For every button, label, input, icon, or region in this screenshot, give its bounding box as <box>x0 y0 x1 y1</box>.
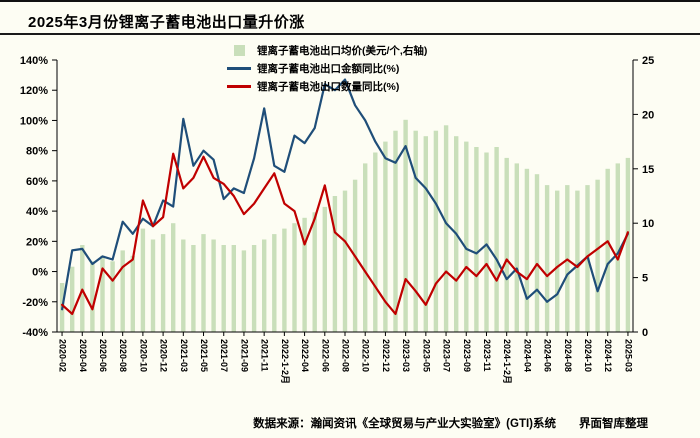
legend-label-export-value-yoy: 锂离子蓄电池出口金额同比(%) <box>257 63 400 75</box>
svg-text:0%: 0% <box>32 267 48 279</box>
data-source-note: 数据来源：瀚闻资讯《全球贸易与产业大实验室》(GTI)系统 界面智库整理 <box>253 418 648 430</box>
qty-line-swatch-icon <box>227 85 251 88</box>
svg-text:2022-04: 2022-04 <box>300 339 310 372</box>
chart-title: 2025年3月份锂离子蓄电池出口量升价涨 <box>28 14 305 31</box>
svg-text:2024-10: 2024-10 <box>583 339 593 372</box>
qty_yoy-line <box>60 152 630 315</box>
svg-text:2021-07: 2021-07 <box>219 339 229 372</box>
svg-text:2021-11: 2021-11 <box>260 339 270 372</box>
svg-text:2023-09: 2023-09 <box>462 339 472 372</box>
svg-text:10: 10 <box>642 218 654 230</box>
svg-text:15: 15 <box>642 164 654 176</box>
svg-text:60%: 60% <box>26 176 48 188</box>
legend-label-export-qty-yoy: 锂离子蓄电池出口数量同比(%) <box>257 81 400 93</box>
svg-text:2020-12: 2020-12 <box>159 339 169 372</box>
svg-text:2020-10: 2020-10 <box>138 339 148 372</box>
svg-text:-20%: -20% <box>22 297 48 309</box>
price-bar-swatch-icon <box>233 45 245 56</box>
svg-text:140%: 140% <box>20 55 48 67</box>
svg-text:80%: 80% <box>26 146 48 158</box>
x-axis-labels: 2020-02 2020-04 2020-06 2020-08 2020-10 2020-… <box>58 332 633 384</box>
title-divider <box>0 33 700 35</box>
svg-text:2023-07: 2023-07 <box>442 339 452 372</box>
svg-text:2020-04: 2020-04 <box>78 339 88 372</box>
legend-item-export-qty-yoy: 锂离子蓄电池出口数量同比(%) <box>226 79 427 94</box>
svg-text:2024-1-2月: 2024-1-2月 <box>502 339 512 384</box>
svg-text:100%: 100% <box>20 115 48 127</box>
svg-text:2020-02: 2020-02 <box>58 339 68 372</box>
svg-text:120%: 120% <box>20 85 48 97</box>
legend-item-export-value-yoy: 锂离子蓄电池出口金额同比(%) <box>226 61 427 76</box>
legend-marker-box <box>226 67 252 70</box>
svg-text:2024-06: 2024-06 <box>543 339 553 372</box>
svg-text:2023-11: 2023-11 <box>482 339 492 372</box>
svg-text:25: 25 <box>642 55 654 67</box>
svg-text:0: 0 <box>642 327 648 339</box>
svg-text:2024-12: 2024-12 <box>603 339 613 372</box>
chart-legend: 锂离子蓄电池出口均价(美元/个,右轴) 锂离子蓄电池出口金额同比(%) 锂离子蓄… <box>226 43 427 94</box>
svg-text:-40%: -40% <box>22 327 48 339</box>
legend-marker-box <box>226 85 252 88</box>
svg-text:2022-1-2月: 2022-1-2月 <box>280 339 290 384</box>
svg-text:2023-05: 2023-05 <box>421 339 431 372</box>
svg-text:20%: 20% <box>26 236 48 248</box>
legend-label-avg-price: 锂离子蓄电池出口均价(美元/个,右轴) <box>257 45 428 57</box>
svg-text:40%: 40% <box>26 206 48 218</box>
svg-text:2025-03: 2025-03 <box>623 339 633 372</box>
svg-text:2021-03: 2021-03 <box>179 339 189 372</box>
svg-text:20: 20 <box>642 109 654 121</box>
legend-marker-box <box>226 45 252 56</box>
svg-text:2024-08: 2024-08 <box>563 339 573 372</box>
svg-text:2022-12: 2022-12 <box>381 339 391 372</box>
svg-text:2021-09: 2021-09 <box>239 339 249 372</box>
svg-text:2020-06: 2020-06 <box>98 339 108 372</box>
svg-text:5: 5 <box>642 273 648 285</box>
svg-text:2024-04: 2024-04 <box>522 339 532 372</box>
svg-text:2022-08: 2022-08 <box>341 339 351 372</box>
svg-text:2021-05: 2021-05 <box>199 339 209 372</box>
svg-text:2022-06: 2022-06 <box>320 339 330 372</box>
svg-text:2022-10: 2022-10 <box>361 339 371 372</box>
left-axis-labels: -40% -20% 0% 20% 40% 60% 80% 100% 120% 140% <box>20 55 57 339</box>
legend-item-avg-price: 锂离子蓄电池出口均价(美元/个,右轴) <box>226 43 427 58</box>
right-axis-labels: 0 5 10 15 20 25 <box>633 55 654 339</box>
value-line-swatch-icon <box>227 67 251 70</box>
svg-text:2020-08: 2020-08 <box>118 339 128 372</box>
value_yoy-line <box>60 78 630 311</box>
svg-text:2023-03: 2023-03 <box>401 339 411 372</box>
